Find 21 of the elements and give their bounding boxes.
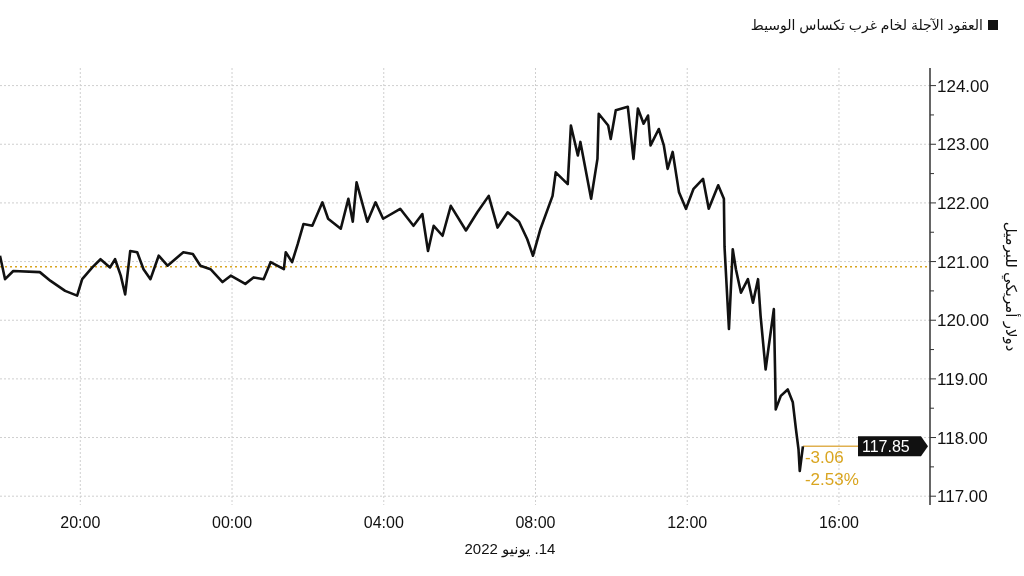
y-tick-label: 118.00 [937,428,988,448]
y-tick-label: 117.00 [937,487,988,507]
line-series [0,105,805,473]
y-tick-label: 121.00 [937,252,989,272]
y-tick-label: 122.00 [937,193,989,213]
annotation: -3.06 [804,448,844,468]
annotation: -2.53% [804,470,859,490]
legend-label: العقود الآجلة لخام غرب تكساس الوسيط [750,17,983,34]
x-tick-label: 04:00 [363,514,404,531]
x-tick-label: 08:00 [515,514,556,531]
x-tick-label: 12:00 [667,514,708,531]
y-axis-title: دولار أمريكي للبرميل [1001,221,1021,352]
ref-line-label: 117.85 [862,438,910,456]
y-tick-label: 119.00 [937,369,988,389]
x-tick-label: 20:00 [60,514,101,531]
x-tick-label: 16:00 [818,514,860,531]
y-tick-label: 120.00 [937,311,989,331]
x-axis-title: 14. يونيو 2022 [464,540,556,558]
y-tick-label: 123.00 [937,135,989,155]
y-tick-label: 124.00 [937,76,989,96]
x-tick-label: 00:00 [212,514,253,531]
